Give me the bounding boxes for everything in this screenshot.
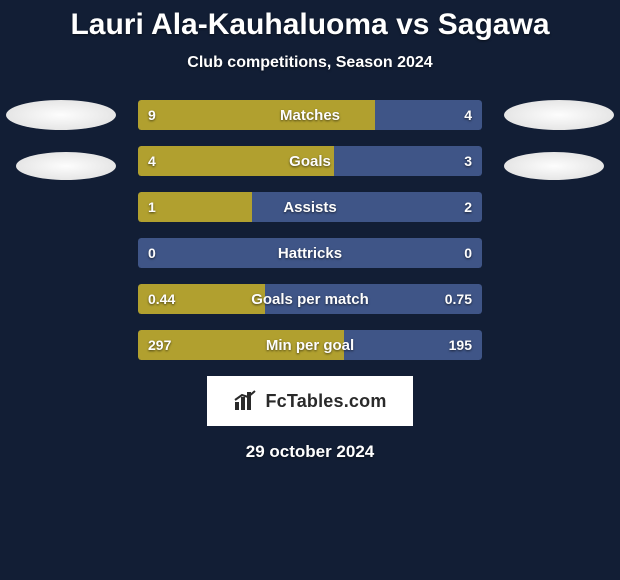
stat-bar-right <box>310 238 482 268</box>
stat-bar-left <box>138 100 375 130</box>
stat-row: Goals per match0.440.75 <box>138 284 482 314</box>
stat-row: Matches94 <box>138 100 482 130</box>
stat-row: Goals43 <box>138 146 482 176</box>
stat-bar-left <box>138 330 344 360</box>
stat-bar-right <box>265 284 482 314</box>
stat-bar-track <box>138 100 482 130</box>
stat-bar-right <box>344 330 482 360</box>
player-right-avatar-placeholder <box>504 100 614 130</box>
stat-row: Min per goal297195 <box>138 330 482 360</box>
stat-bar-right <box>375 100 482 130</box>
date-label: 29 october 2024 <box>0 442 620 462</box>
stat-bar-left <box>138 284 265 314</box>
page-subtitle: Club competitions, Season 2024 <box>0 54 620 72</box>
stat-bar-left <box>138 192 252 222</box>
comparison-card: Lauri Ala-Kauhaluoma vs Sagawa Club comp… <box>0 0 620 580</box>
brand-text: FcTables.com <box>265 391 386 412</box>
brand-icon <box>233 390 259 412</box>
stat-bar-track <box>138 284 482 314</box>
stat-row: Hattricks00 <box>138 238 482 268</box>
stat-bar-track <box>138 192 482 222</box>
brand-badge: FcTables.com <box>207 376 413 426</box>
stat-bar-right <box>252 192 482 222</box>
stat-bar-track <box>138 146 482 176</box>
stat-bars: Matches94 Goals43 Assists12 Hattricks00 Goal… <box>138 100 482 360</box>
player-right-avatar-placeholder <box>504 152 604 180</box>
stat-bar-right <box>334 146 482 176</box>
player-left-avatar-placeholder <box>16 152 116 180</box>
stat-row: Assists12 <box>138 192 482 222</box>
player-left-avatar-placeholder <box>6 100 116 130</box>
stat-bar-track <box>138 238 482 268</box>
stat-bar-track <box>138 330 482 360</box>
stat-bar-left <box>138 146 334 176</box>
comparison-body: Matches94 Goals43 Assists12 Hattricks00 Goal… <box>0 100 620 462</box>
stat-bar-left <box>138 238 310 268</box>
page-title: Lauri Ala-Kauhaluoma vs Sagawa <box>0 0 620 42</box>
